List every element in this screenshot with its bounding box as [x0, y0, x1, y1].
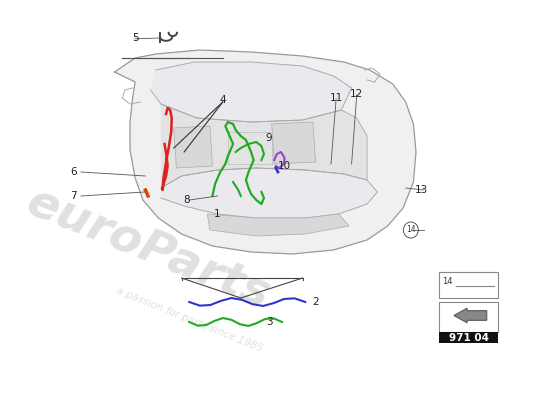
FancyArrow shape — [454, 308, 487, 323]
Text: 6: 6 — [70, 167, 76, 177]
Text: 5: 5 — [132, 33, 139, 43]
Text: euroParts: euroParts — [20, 179, 277, 317]
Bar — [439, 302, 498, 332]
Text: 3: 3 — [266, 317, 272, 327]
Polygon shape — [161, 104, 367, 188]
Text: 4: 4 — [219, 95, 226, 105]
Text: 2: 2 — [312, 297, 319, 307]
Text: 10: 10 — [278, 161, 291, 171]
Bar — [439, 332, 498, 343]
Polygon shape — [272, 122, 316, 164]
Polygon shape — [207, 214, 349, 236]
Text: 1: 1 — [214, 209, 221, 219]
Text: 7: 7 — [70, 191, 76, 201]
Polygon shape — [174, 126, 212, 168]
Text: 14: 14 — [406, 226, 416, 234]
Text: a passion for parts since 1985: a passion for parts since 1985 — [115, 286, 264, 354]
Text: 8: 8 — [183, 195, 190, 205]
Text: 9: 9 — [266, 133, 272, 143]
Text: 13: 13 — [415, 185, 428, 195]
Text: 971 04: 971 04 — [449, 333, 489, 342]
Text: 12: 12 — [350, 89, 364, 99]
Text: 11: 11 — [329, 93, 343, 103]
Polygon shape — [114, 50, 416, 254]
Polygon shape — [151, 62, 351, 122]
Bar — [439, 272, 498, 298]
Text: 14: 14 — [442, 277, 453, 286]
Polygon shape — [161, 168, 377, 218]
